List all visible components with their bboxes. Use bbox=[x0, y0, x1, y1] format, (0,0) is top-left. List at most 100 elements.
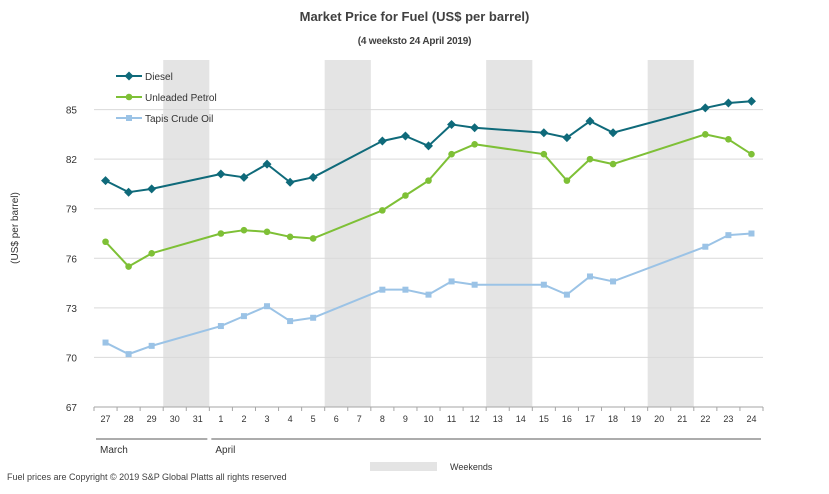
legend-marker bbox=[124, 71, 134, 81]
data-point bbox=[379, 207, 386, 214]
chart-title: Market Price for Fuel (US$ per barrel) bbox=[299, 9, 530, 24]
x-tick-label: 8 bbox=[380, 414, 385, 424]
x-tick-label: 21 bbox=[677, 414, 687, 424]
x-tick-label: 22 bbox=[700, 414, 710, 424]
data-point bbox=[540, 150, 548, 158]
chart-subtitle: (4 weeksto 24 April 2019) bbox=[357, 36, 472, 47]
data-point bbox=[402, 286, 409, 293]
data-point bbox=[723, 98, 733, 108]
data-point bbox=[425, 291, 432, 298]
x-tick-label: 1 bbox=[218, 414, 223, 424]
data-point bbox=[702, 131, 709, 138]
weekend-band bbox=[324, 60, 371, 407]
data-point bbox=[400, 131, 410, 141]
x-tick-label: 9 bbox=[403, 414, 408, 424]
data-point bbox=[285, 177, 295, 187]
x-tick-label: 11 bbox=[447, 414, 456, 424]
x-tick-label: 4 bbox=[288, 414, 293, 424]
data-point bbox=[424, 141, 433, 151]
series-line bbox=[105, 232, 752, 356]
weekend-band bbox=[486, 60, 533, 407]
data-point bbox=[308, 172, 318, 182]
y-tick-label: 70 bbox=[66, 353, 78, 364]
x-tick-label: 27 bbox=[101, 414, 111, 424]
x-tick-label: 14 bbox=[516, 414, 526, 424]
x-tick-label: 20 bbox=[654, 414, 664, 424]
data-point bbox=[148, 250, 155, 257]
data-point bbox=[239, 172, 249, 182]
data-point bbox=[102, 339, 109, 346]
weekend-legend-swatch bbox=[370, 462, 437, 471]
copyright-footer: Fuel prices are Copyright © 2019 S&P Glo… bbox=[7, 472, 287, 482]
data-point bbox=[102, 238, 109, 246]
data-point bbox=[748, 230, 755, 237]
data-point bbox=[700, 103, 710, 113]
x-tick-label: 6 bbox=[334, 414, 339, 424]
data-point bbox=[746, 96, 756, 106]
data-point bbox=[287, 318, 294, 325]
data-point bbox=[725, 136, 732, 143]
data-point bbox=[448, 150, 455, 158]
data-point bbox=[309, 235, 317, 242]
data-point bbox=[586, 273, 593, 280]
data-point bbox=[217, 323, 224, 330]
y-tick-label: 82 bbox=[66, 155, 78, 166]
data-point bbox=[471, 281, 478, 288]
data-point bbox=[240, 313, 247, 320]
data-point bbox=[310, 314, 317, 321]
x-tick-label: 19 bbox=[631, 414, 641, 424]
x-tick-label: 3 bbox=[265, 414, 270, 424]
data-point bbox=[263, 228, 271, 236]
legend-label: Unleaded Petrol bbox=[145, 93, 217, 104]
data-point bbox=[562, 133, 572, 143]
data-point bbox=[216, 169, 226, 179]
data-point bbox=[563, 291, 570, 298]
y-axis-ticks: 67 70 73 76 79 82 85 bbox=[66, 106, 78, 414]
data-point bbox=[286, 233, 294, 241]
data-point bbox=[702, 243, 709, 250]
x-tick-label: 15 bbox=[539, 414, 549, 424]
data-point bbox=[217, 230, 225, 237]
data-point bbox=[540, 281, 547, 288]
data-point bbox=[725, 232, 732, 239]
data-point bbox=[101, 176, 111, 186]
data-point bbox=[609, 160, 617, 168]
data-point bbox=[447, 119, 457, 129]
data-point bbox=[377, 136, 387, 146]
data-point bbox=[471, 140, 478, 148]
data-point bbox=[402, 192, 409, 199]
data-point bbox=[240, 226, 248, 234]
data-point bbox=[425, 177, 432, 184]
x-tick-label: 10 bbox=[423, 414, 433, 424]
legend-label: Diesel bbox=[145, 72, 173, 83]
x-tick-label: 13 bbox=[493, 414, 503, 424]
data-point bbox=[563, 177, 571, 184]
y-tick-label: 79 bbox=[66, 205, 78, 216]
y-tick-label: 73 bbox=[66, 304, 78, 315]
data-point bbox=[264, 303, 271, 310]
data-point bbox=[124, 187, 134, 197]
legend-label: Tapis Crude Oil bbox=[145, 114, 213, 125]
data-point bbox=[147, 184, 157, 194]
gridlines bbox=[94, 109, 763, 408]
x-tick-label: 24 bbox=[746, 414, 756, 424]
series-line bbox=[104, 133, 753, 268]
y-tick-label: 67 bbox=[66, 403, 78, 414]
x-tick-label: 5 bbox=[311, 414, 316, 424]
weekend-bands bbox=[163, 60, 694, 407]
data-point bbox=[608, 128, 618, 138]
x-tick-label: 30 bbox=[170, 414, 180, 424]
data-point bbox=[448, 278, 455, 285]
x-tick-label: 29 bbox=[147, 414, 157, 424]
x-tick-label: 31 bbox=[193, 414, 203, 424]
weekend-band bbox=[163, 60, 210, 407]
y-tick-label: 76 bbox=[66, 254, 78, 265]
y-axis-label: (US$ per barrel) bbox=[10, 192, 21, 264]
legend: Diesel Unleaded Petrol Tapis Crude Oil bbox=[116, 71, 217, 125]
data-point bbox=[125, 351, 132, 358]
data-point bbox=[262, 159, 272, 169]
data-point bbox=[748, 150, 755, 158]
data-point bbox=[148, 342, 155, 349]
data-point bbox=[610, 278, 617, 285]
x-tick-label: 23 bbox=[723, 414, 733, 424]
